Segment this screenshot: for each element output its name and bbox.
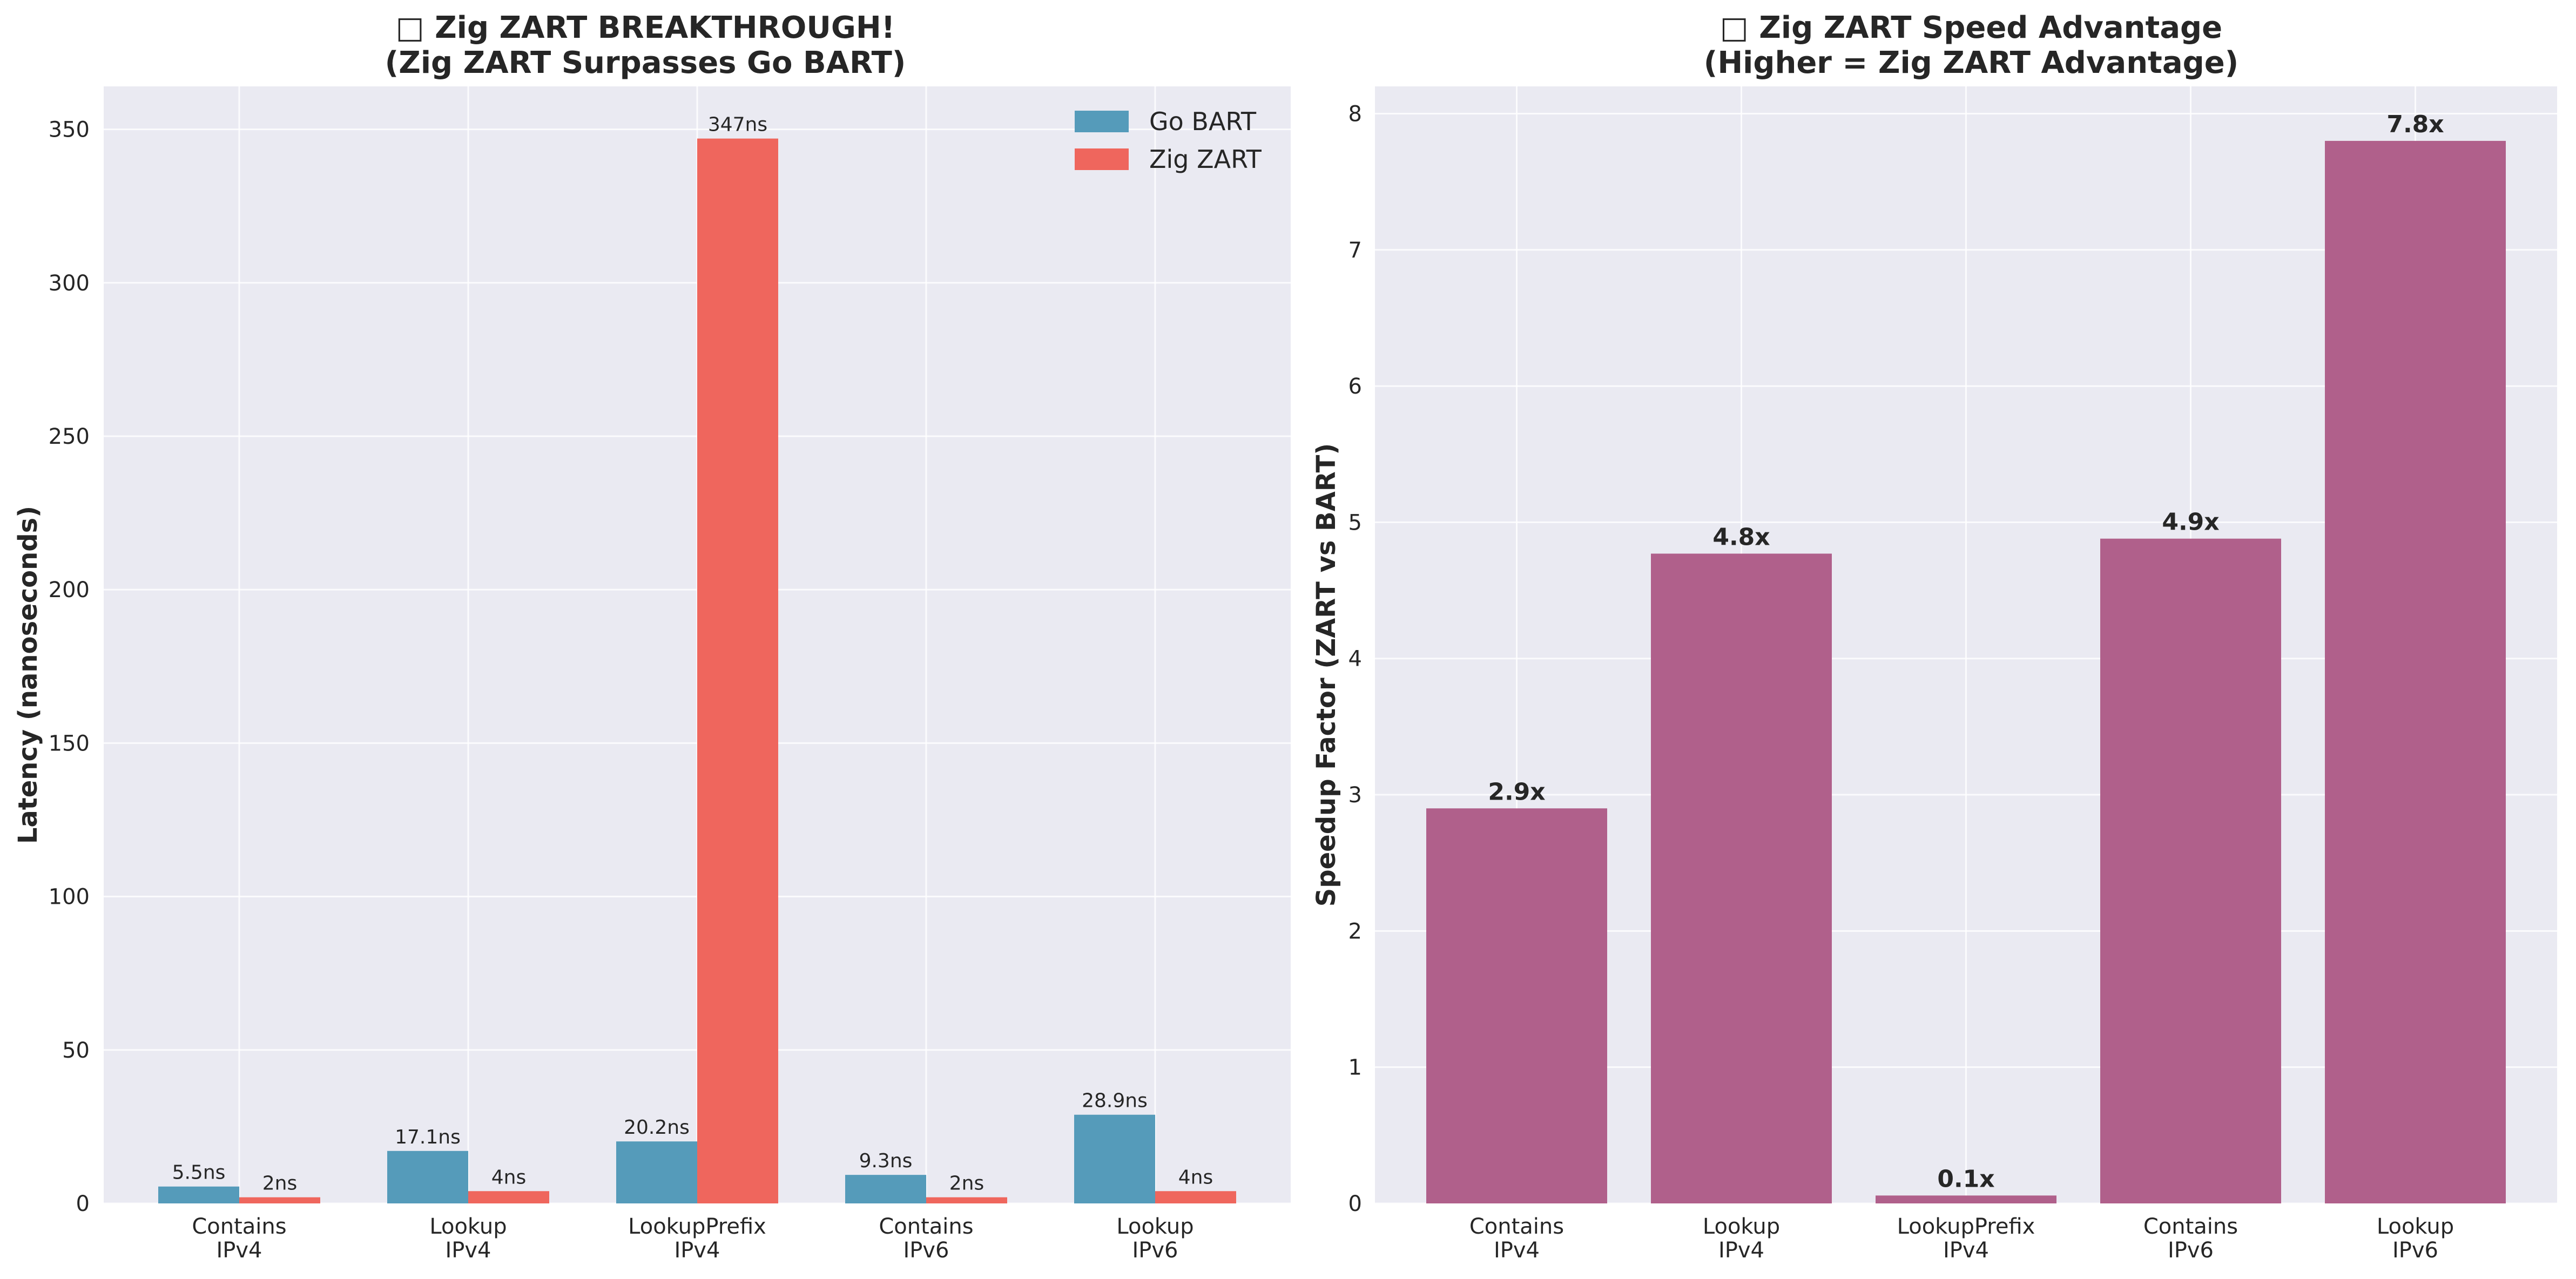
- speedup-x-tick-label: Contains IPv4: [1469, 1214, 1564, 1263]
- speedup-bar-value-label: 7.8x: [2386, 111, 2444, 138]
- speedup-y-tick-label: 8: [1348, 101, 1362, 126]
- speedup-bar-value-label: 2.9x: [1488, 778, 1545, 806]
- latency-bar: [926, 1197, 1007, 1203]
- latency-chart-panel: □ Zig ZART BREAKTHROUGH! (Zig ZART Surpa…: [13, 10, 1291, 1263]
- speedup-chart-title: □ Zig ZART Speed Advantage: [1720, 10, 2222, 45]
- latency-bar: [387, 1151, 468, 1203]
- latency-x-tick-label: Lookup IPv6: [1116, 1214, 1193, 1263]
- latency-bar-value-label: 4ns: [1178, 1166, 1213, 1188]
- latency-y-tick-label: 100: [49, 885, 90, 910]
- latency-chart-subtitle: (Zig ZART Surpasses Go BART): [385, 45, 906, 80]
- latency-y-tick-label: 50: [62, 1038, 90, 1063]
- speedup-x-tick-label: Lookup IPv4: [1703, 1214, 1780, 1263]
- latency-y-axis-label: Latency (nanoseconds): [13, 506, 43, 844]
- speedup-y-tick-label: 7: [1348, 238, 1362, 263]
- latency-y-tick-label: 0: [76, 1192, 90, 1216]
- latency-bar-value-label: 2ns: [262, 1173, 297, 1195]
- latency-legend: Go BART Zig ZART: [1075, 107, 1262, 174]
- latency-bar-value-label: 20.2ns: [624, 1116, 690, 1139]
- latency-bar: [845, 1175, 926, 1203]
- latency-x-tick-label: Lookup IPv4: [429, 1214, 507, 1263]
- speedup-y-tick-label: 1: [1348, 1055, 1362, 1080]
- latency-legend-label: Go BART: [1149, 107, 1257, 136]
- speedup-y-tick-label: 0: [1348, 1192, 1362, 1216]
- speedup-y-tick-label: 4: [1348, 647, 1362, 672]
- latency-bar: [468, 1191, 549, 1203]
- latency-bar: [239, 1197, 320, 1203]
- latency-legend-swatch: [1075, 111, 1129, 132]
- latency-bar-value-label: 17.1ns: [395, 1126, 461, 1148]
- speedup-y-axis-label: Speedup Factor (ZART vs BART): [1311, 443, 1341, 907]
- speedup-bar-value-label: 0.1x: [1937, 1165, 1994, 1193]
- speedup-bar: [2100, 538, 2281, 1204]
- latency-bar: [616, 1141, 697, 1203]
- speedup-y-tick-label: 5: [1348, 510, 1362, 535]
- latency-bar-value-label: 4ns: [491, 1166, 526, 1188]
- latency-bar: [697, 138, 778, 1203]
- latency-legend-label: Zig ZART: [1149, 145, 1262, 174]
- speedup-bar-value-label: 4.9x: [2162, 509, 2219, 536]
- speedup-bar-value-label: 4.8x: [1712, 523, 1770, 551]
- latency-bar: [158, 1186, 239, 1203]
- speedup-bar: [1426, 808, 1607, 1203]
- latency-chart-title: □ Zig ZART BREAKTHROUGH!: [396, 10, 895, 45]
- latency-y-tick-label: 150: [49, 731, 90, 756]
- speedup-x-tick-label: Contains IPv6: [2143, 1214, 2238, 1263]
- latency-legend-swatch: [1075, 148, 1129, 170]
- latency-y-tick-label: 250: [49, 424, 90, 449]
- speedup-chart-panel: □ Zig ZART Speed Advantage (Higher = Zig…: [1311, 10, 2557, 1263]
- speedup-x-tick-label: LookupPrefix IPv4: [1897, 1214, 2035, 1263]
- speedup-chart-subtitle: (Higher = Zig ZART Advantage): [1704, 45, 2239, 80]
- speedup-bar: [2325, 140, 2506, 1204]
- latency-y-tick-label: 350: [49, 118, 90, 143]
- latency-bar-value-label: 28.9ns: [1082, 1090, 1148, 1112]
- latency-x-tick-label: LookupPrefix IPv4: [628, 1214, 766, 1263]
- latency-bar-value-label: 347ns: [708, 114, 767, 136]
- speedup-bar: [1876, 1195, 2056, 1203]
- speedup-x-tick-label: Lookup IPv6: [2377, 1214, 2454, 1263]
- latency-bar: [1155, 1191, 1236, 1203]
- speedup-y-tick-label: 3: [1348, 783, 1362, 808]
- latency-bar: [1074, 1114, 1155, 1203]
- latency-x-tick-label: Contains IPv4: [192, 1214, 286, 1263]
- speedup-y-tick-label: 2: [1348, 919, 1362, 944]
- latency-x-tick-label: Contains IPv6: [879, 1214, 973, 1263]
- latency-bar-value-label: 9.3ns: [859, 1150, 913, 1172]
- speedup-y-tick-label: 6: [1348, 374, 1362, 399]
- latency-y-tick-label: 300: [49, 271, 90, 296]
- latency-bar-value-label: 2ns: [949, 1173, 984, 1195]
- latency-y-tick-label: 200: [49, 578, 90, 603]
- speedup-bar: [1651, 553, 1832, 1203]
- latency-bar-value-label: 5.5ns: [172, 1162, 226, 1184]
